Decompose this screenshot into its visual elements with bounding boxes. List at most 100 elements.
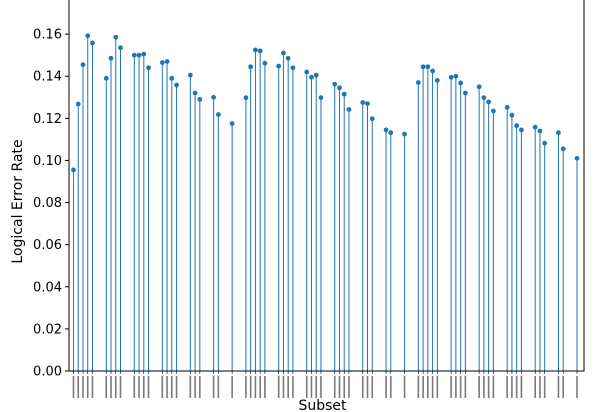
x-category-label-mark-33 <box>310 376 313 398</box>
stem-marker-55 <box>476 84 482 90</box>
x-category-label-mark-68 <box>576 376 578 398</box>
stem-marker-11 <box>141 51 147 57</box>
y-tick-label-2: 0.04 <box>33 280 62 295</box>
stem-marker-63 <box>532 124 538 130</box>
stem-marker-1 <box>75 101 81 107</box>
x-category-label-mark-4 <box>91 376 94 398</box>
stem-marker-67 <box>560 146 566 152</box>
y-tick-label-6: 0.12 <box>33 112 62 127</box>
x-category-label-mark-44 <box>389 376 392 398</box>
x-category-label-mark-10 <box>138 376 140 398</box>
stem-marker-48 <box>425 64 431 70</box>
x-category-label-mark-53 <box>459 376 462 398</box>
stem-marker-43 <box>383 127 389 133</box>
stem-marker-13 <box>159 60 165 65</box>
x-category-label-mark-19 <box>199 376 201 398</box>
x-category-label-mark-50 <box>436 376 439 398</box>
stem-marker-7 <box>113 34 119 40</box>
x-category-label-mark-28 <box>277 376 280 398</box>
x-category-label-mark-42 <box>371 376 374 398</box>
x-category-label-mark-47 <box>422 376 424 398</box>
x-category-label-mark-0 <box>72 376 75 398</box>
stem-marker-14 <box>164 59 170 64</box>
stem-marker-6 <box>108 55 114 61</box>
stem-marker-16 <box>174 82 179 88</box>
x-category-label-mark-27 <box>264 376 266 398</box>
x-category-label-mark-49 <box>431 376 434 398</box>
stem-marker-25 <box>253 47 258 53</box>
x-category-label-mark-43 <box>385 376 387 398</box>
y-tick-label-8: 0.16 <box>33 28 62 43</box>
x-category-label-mark-30 <box>287 376 289 398</box>
x-category-label-mark-8 <box>119 376 122 398</box>
stem-marker-33 <box>309 74 314 80</box>
x-category-label-mark-18 <box>194 376 196 398</box>
stem-marker-37 <box>337 85 342 91</box>
x-category-label-mark-13 <box>161 376 164 398</box>
stem-marker-54 <box>462 90 468 96</box>
stem-marker-68 <box>574 155 580 161</box>
stem-marker-56 <box>481 95 487 101</box>
stem-marker-62 <box>519 127 524 133</box>
x-category-label-mark-52 <box>455 376 457 398</box>
stem-marker-39 <box>346 107 352 112</box>
stem-marker-46 <box>415 80 421 85</box>
x-category-label-mark-34 <box>315 376 318 398</box>
stem-marker-53 <box>458 80 464 86</box>
stem-marker-40 <box>360 100 366 105</box>
x-category-label-mark-63 <box>534 376 536 398</box>
stem-marker-41 <box>365 101 370 106</box>
x-category-label-mark-23 <box>245 376 247 398</box>
x-category-label-mark-24 <box>249 376 252 398</box>
stem-marker-5 <box>103 75 109 81</box>
stem-marker-9 <box>131 52 137 58</box>
stem-marker-21 <box>215 112 221 117</box>
x-category-label-mark-29 <box>282 376 285 398</box>
stem-marker-49 <box>430 68 435 74</box>
x-category-label-mark-31 <box>292 376 294 398</box>
stem-marker-31 <box>290 65 296 71</box>
stem-marker-44 <box>388 130 394 136</box>
x-category-label-mark-40 <box>361 376 364 398</box>
x-category-label-mark-26 <box>259 376 261 398</box>
stem-marker-61 <box>514 123 520 129</box>
x-category-label-mark-45 <box>403 376 406 398</box>
x-category-label-mark-61 <box>515 376 518 398</box>
stem-marker-45 <box>402 131 407 137</box>
x-category-label-mark-56 <box>483 376 485 398</box>
x-category-label-mark-58 <box>492 376 495 398</box>
x-category-label-mark-62 <box>520 376 523 398</box>
stem-marker-60 <box>509 112 515 118</box>
x-category-label-mark-32 <box>305 376 308 398</box>
stem-marker-27 <box>262 60 268 66</box>
stem-marker-0 <box>71 167 76 173</box>
y-tick-label-0: 0.00 <box>33 365 62 380</box>
x-category-label-mark-60 <box>511 376 513 398</box>
stem-marker-20 <box>211 94 217 100</box>
x-category-label-mark-11 <box>142 376 145 398</box>
x-category-label-mark-14 <box>166 376 168 398</box>
x-category-label-mark-16 <box>175 376 178 398</box>
stem-marker-32 <box>304 69 310 75</box>
stem-marker-51 <box>448 74 454 80</box>
x-category-label-mark-54 <box>464 376 467 398</box>
stem-marker-23 <box>243 95 249 101</box>
stem-marker-26 <box>257 48 263 54</box>
stem-marker-64 <box>537 128 543 134</box>
y-axis-label: Logical Error Rate <box>10 139 26 263</box>
x-category-label-mark-64 <box>539 376 541 398</box>
x-category-label-mark-7 <box>114 376 117 398</box>
stem-series <box>71 33 580 371</box>
stem-marker-52 <box>453 73 459 79</box>
y-tick-label-4: 0.08 <box>33 196 62 211</box>
x-category-label-mark-9 <box>133 376 136 398</box>
x-category-label-mark-59 <box>506 376 508 398</box>
x-category-label-mark-1 <box>77 376 80 398</box>
stem-marker-12 <box>146 65 151 71</box>
stem-marker-38 <box>341 91 347 97</box>
x-category-label-mark-39 <box>348 376 350 398</box>
stem-marker-50 <box>434 78 440 83</box>
stem-marker-2 <box>80 62 86 68</box>
stem-marker-59 <box>504 104 510 110</box>
x-category-label-mark-3 <box>86 376 89 398</box>
